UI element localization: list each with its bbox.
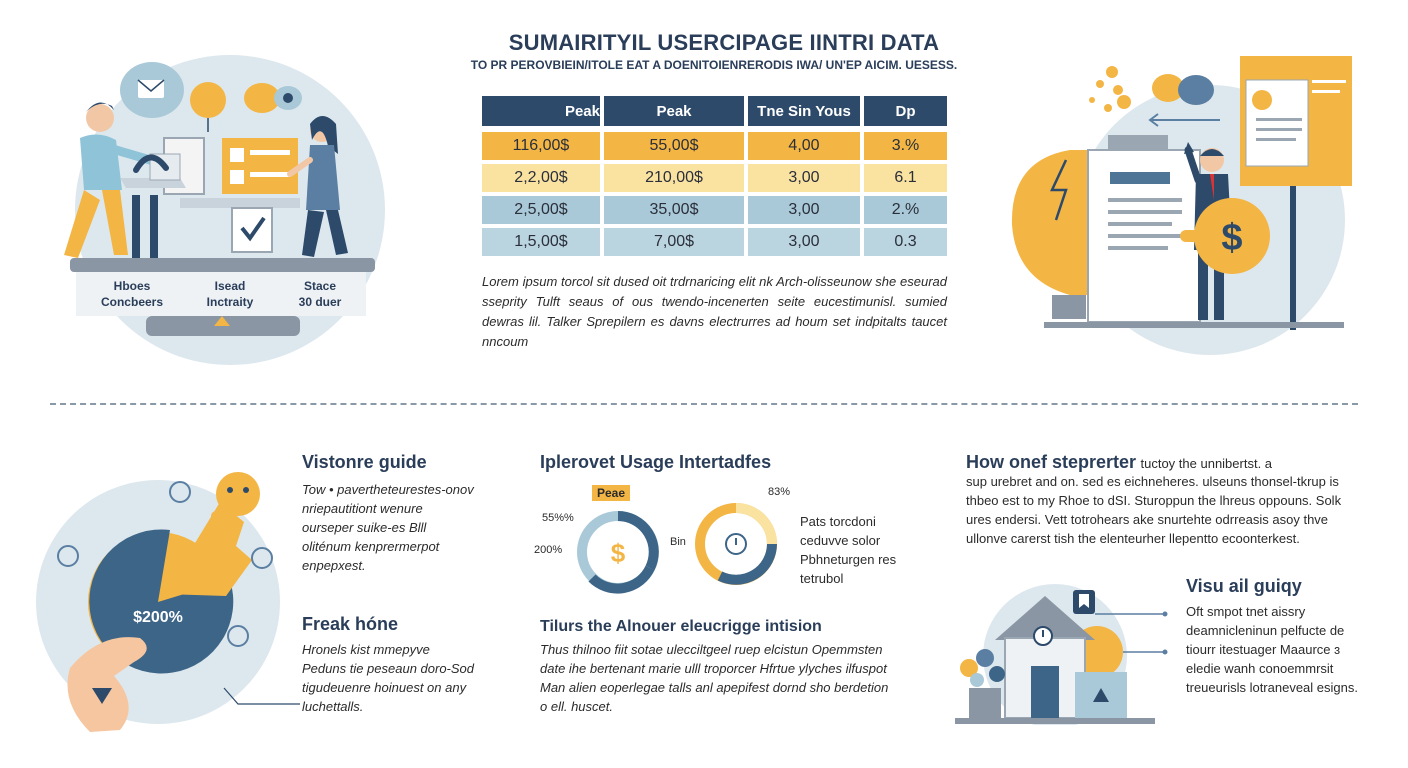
stage-label-1: Hboes Concbeers (100, 279, 164, 309)
usage-sub-text: Thus thilnoo fiit sotae ulecciltgeel rue… (540, 642, 889, 714)
table-cell: 6.1 (864, 164, 947, 192)
intro-paragraph: Lorem ipsum torcol sit dused oit trdrnar… (482, 274, 947, 349)
chat-bubble-icon (216, 472, 260, 516)
lightbulb-icon (190, 82, 226, 118)
donut-left-label-1: 55%% (542, 512, 574, 524)
house-illustration (955, 580, 1175, 725)
table-cell: 3.% (864, 132, 947, 160)
info-icon (169, 481, 191, 503)
table-cell: 55,00$ (604, 132, 744, 160)
svg-text:$: $ (1221, 217, 1242, 259)
table-row: 1,5,00$ 7,00$ 3,00 0.3 (482, 228, 947, 256)
pie-label: $200% (133, 609, 183, 626)
visitor-guide-text: Tow • pavertheteurestes-onov nriepautiti… (302, 482, 474, 573)
stepper-heading: How onef steprerter tuctoy the unniberts… (966, 452, 1366, 473)
table-cell: 1,5,00$ (482, 228, 600, 256)
usage-title: Iplerovet Usage Intertadfes (540, 452, 772, 472)
dollar-icon: $ (611, 538, 626, 568)
freak-hone-text: Hronels kist mmepyve Peduns tie peseaun … (302, 642, 475, 714)
info-icon (57, 545, 79, 567)
finance-illustration: $ (1000, 50, 1360, 370)
table-cell: 210,00$ (604, 164, 744, 192)
info-icon (227, 625, 249, 647)
table-cell: 4,00 (748, 132, 860, 160)
clock-icon (725, 533, 747, 555)
table-header-cell: Tne Sin Yous (748, 96, 860, 126)
table-cell: 3,00 (748, 228, 860, 256)
workflow-illustration: Hboes Concbeers Isead Inctraity Stace 30 du… (40, 50, 390, 370)
table-cell: 2,2,00$ (482, 164, 600, 192)
data-table: Peak Peak Tne Sin Yous Dp 116,00$ 55,00$… (482, 96, 947, 260)
pie-slice-amber (164, 502, 252, 596)
table-row: 2,5,00$ 35,00$ 3,00 2.% (482, 196, 947, 224)
mail-icon (138, 80, 164, 98)
table-cell: 35,00$ (604, 196, 744, 224)
table-header-cell: Peak (604, 96, 744, 126)
donut-right-label-2: Bin (670, 536, 686, 548)
table-cell: 2,5,00$ (482, 196, 600, 224)
visual-guide-text: Oft smpot tnet aissry deamnicleninun pel… (1186, 604, 1358, 695)
stepper-title: How onef steprerter (966, 452, 1137, 472)
table-header-cell: Dp (864, 96, 947, 126)
hand-icon (67, 637, 147, 732)
usage-side-text: Pats torcdoni ceduvve solor Pbhneturgen … (800, 514, 897, 586)
stage-label-3: Stace 30 duer (298, 279, 342, 309)
table-header-cell: Peak (482, 96, 600, 126)
leader-line (222, 686, 302, 708)
page-title: SUMAIRITYIL USERCIPAGE IINTRI DATA (508, 30, 940, 55)
page-subtitle: TO PR PEROVBIEIN/ITOLE EAT A DOENITOIENR… (470, 58, 958, 72)
lightbulb-icon (1011, 150, 1100, 295)
stepper-text: sup urebret and on. sed es eichneheres. … (966, 474, 1342, 546)
table-cell: 3,00 (748, 164, 860, 192)
pie-illustration: $200% (30, 462, 290, 742)
usage-sub-title: Tilurs the Alnouer eleucrigge intision (540, 618, 822, 635)
table-row: 2,2,00$ 210,00$ 3,00 6.1 (482, 164, 947, 192)
donut-right-label-1: 83% (768, 486, 791, 498)
table-row: 116,00$ 55,00$ 4,00 3.% (482, 132, 947, 160)
visitor-guide-title: Vistonre guide (302, 452, 427, 472)
stepper-title-tail: tuctoy the unnibertst. a (1140, 456, 1273, 471)
section-divider (50, 403, 1358, 405)
info-icon (251, 547, 273, 569)
donut-charts: $ (530, 482, 800, 602)
table-cell: 2.% (864, 196, 947, 224)
stage-label-2: Isead Inctraity (206, 279, 254, 309)
checkmark-icon (240, 216, 266, 242)
dollar-coin-icon (1194, 198, 1270, 274)
freak-hone-title: Freak hóne (302, 614, 399, 634)
table-cell: 7,00$ (604, 228, 744, 256)
table-cell: 3,00 (748, 196, 860, 224)
visual-guide-title: Visu ail guiqy (1186, 576, 1302, 596)
usage-badge: Peae (592, 485, 631, 501)
table-cell: 116,00$ (482, 132, 600, 160)
table-cell: 0.3 (864, 228, 947, 256)
donut-left-label-2: 200% (534, 544, 563, 556)
table-header-row: Peak Peak Tne Sin Yous Dp (482, 96, 947, 126)
